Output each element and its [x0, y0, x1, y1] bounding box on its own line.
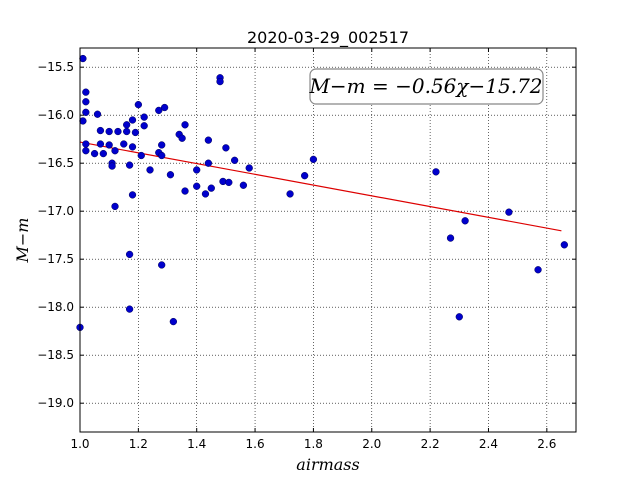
data-point: [155, 106, 163, 115]
data-point: [158, 141, 166, 149]
x-tick-label: 2.6: [537, 437, 556, 451]
y-axis-label: M−m: [13, 218, 32, 264]
data-point: [534, 266, 542, 274]
y-tick-label: −16.0: [37, 108, 74, 122]
data-point: [131, 128, 140, 137]
y-tick-label: −17.5: [37, 252, 74, 266]
data-point: [105, 127, 113, 136]
data-point: [216, 77, 224, 86]
x-tick-label: 1.0: [70, 437, 89, 451]
data-point: [505, 208, 513, 216]
annotation-box: [309, 68, 544, 105]
data-point: [99, 149, 107, 158]
grid-lines: [79, 48, 576, 432]
data-point: [128, 191, 137, 199]
data-point: [286, 190, 294, 198]
data-point: [560, 241, 568, 249]
y-tick-label: −18.0: [37, 300, 74, 314]
data-point: [158, 261, 166, 269]
x-tick-label: 1.2: [129, 437, 148, 451]
data-point: [204, 136, 213, 144]
y-tick-label: −15.5: [37, 60, 74, 74]
data-point: [123, 127, 131, 136]
data-point: [193, 182, 201, 190]
data-point: [105, 141, 113, 149]
fit-line: [79, 141, 562, 232]
data-point: [82, 140, 90, 148]
data-point: [125, 161, 134, 169]
data-point: [207, 184, 215, 192]
data-point: [79, 117, 87, 125]
data-point: [111, 147, 119, 155]
data-point: [93, 110, 102, 118]
data-point: [128, 116, 137, 124]
data-point: [134, 100, 143, 109]
data-point: [125, 250, 134, 259]
data-point: [160, 103, 169, 112]
data-point: [222, 144, 230, 152]
data-point: [166, 171, 175, 179]
data-point: [301, 172, 309, 180]
data-point: [79, 54, 87, 63]
data-point: [432, 168, 440, 176]
fit-equation-box: M−m = −0.56χ−15.72: [308, 68, 544, 105]
data-point: [181, 121, 189, 129]
data-point: [239, 181, 248, 189]
chart-title: 2020-03-29_002517: [247, 28, 409, 48]
data-point: [146, 166, 154, 174]
data-point: [169, 317, 178, 326]
x-tick-label: 2.4: [479, 437, 498, 451]
x-axis-label: airmass: [296, 455, 359, 474]
data-point: [158, 151, 166, 160]
y-tick-label: −18.5: [37, 348, 74, 362]
data-point: [230, 156, 239, 164]
x-tick-label: 2.2: [421, 437, 440, 451]
x-tick-label: 1.6: [246, 437, 265, 451]
fit-equation: M−m = −0.56χ−15.72: [308, 74, 542, 98]
data-point: [446, 234, 455, 242]
y-tick-label: −19.0: [37, 396, 74, 410]
x-tick-label: 1.4: [187, 437, 206, 451]
data-point: [204, 159, 213, 167]
y-tick-label: −16.5: [37, 156, 74, 170]
y-tick-label: −17.0: [37, 204, 74, 218]
axis-ticks: 1.0 1.2 1.4 1.6 1.8 2.0 2.2 2.4 2.6 −15.5 −16.0 −16…: [37, 48, 576, 451]
fit-line-layer: [79, 141, 562, 232]
data-point: [123, 121, 131, 129]
data-point: [125, 305, 134, 313]
data-point: [140, 113, 148, 121]
data-point: [82, 108, 90, 116]
data-point: [111, 202, 119, 211]
data-point: [137, 151, 145, 160]
x-tick-label: 1.8: [304, 437, 323, 451]
data-point: [461, 217, 469, 225]
x-tick-label: 2.0: [362, 437, 381, 451]
data-point: [96, 140, 105, 148]
plot-frame: [79, 47, 577, 433]
data-point: [90, 149, 99, 158]
data-point: [225, 178, 233, 187]
data-point: [201, 190, 210, 198]
data-point: [309, 155, 318, 164]
data-point: [140, 122, 148, 130]
data-point: [108, 162, 116, 170]
data-point: [193, 166, 201, 174]
data-point: [178, 134, 186, 142]
data-point: [82, 98, 90, 106]
data-point: [96, 126, 105, 135]
data-point: [128, 143, 137, 151]
data-point: [82, 88, 90, 96]
data-point: [120, 140, 128, 148]
data-point: [114, 127, 122, 136]
data-point: [82, 147, 90, 155]
data-point: [245, 164, 253, 172]
data-point: [455, 313, 463, 321]
data-point: [181, 187, 189, 195]
points-layer: [76, 54, 568, 332]
